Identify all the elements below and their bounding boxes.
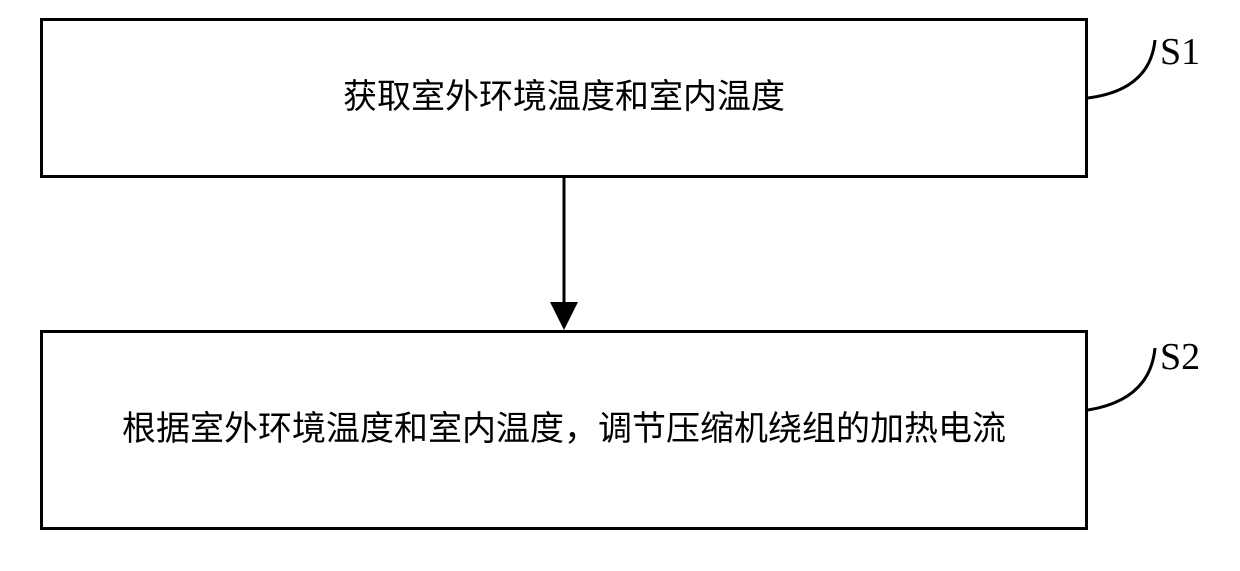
- step-label-s2: S2: [1160, 335, 1200, 379]
- flowchart-canvas: 获取室外环境温度和室内温度 S1 根据室外环境温度和室内温度，调节压缩机绕组的加…: [0, 0, 1240, 571]
- callout-curve-s2: [0, 0, 1240, 571]
